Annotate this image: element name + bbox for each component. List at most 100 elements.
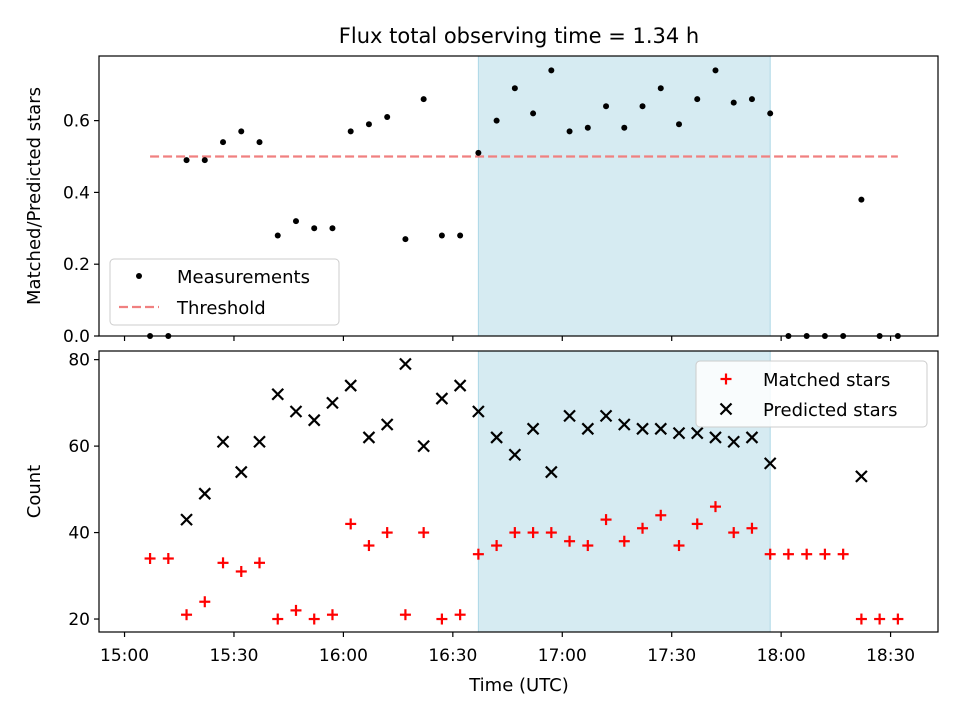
legend-predicted-label: Predicted stars xyxy=(763,400,897,421)
predicted-star-marker xyxy=(563,409,576,423)
legend-threshold-label: Threshold xyxy=(176,298,266,319)
predicted-marker-b xyxy=(234,465,248,479)
predicted-star-marker xyxy=(271,387,285,401)
measurement-point xyxy=(639,103,646,110)
chart-title: Flux total observing time = 1.34 h xyxy=(339,24,699,48)
measurement-point xyxy=(365,121,372,128)
y-tick-label: 0.4 xyxy=(63,183,90,203)
predicted-marker-b xyxy=(545,465,558,479)
matched-star-marker xyxy=(418,527,430,539)
predicted-star-marker xyxy=(545,465,558,479)
measurement-point xyxy=(511,85,518,92)
plot-frame xyxy=(98,350,939,633)
matched-star-marker xyxy=(436,613,448,625)
matched-star-marker xyxy=(181,609,193,621)
predicted-marker-b xyxy=(289,405,303,418)
predicted-star-marker xyxy=(709,431,722,444)
predicted-marker-b xyxy=(636,422,649,436)
x-tick-label: 17:30 xyxy=(647,646,696,666)
predicted-marker-b xyxy=(380,418,394,431)
measurement-point xyxy=(292,218,299,225)
measurement-point xyxy=(621,124,628,131)
measurement-point xyxy=(256,139,263,146)
predicted-star-marker xyxy=(216,435,230,449)
matched-star-marker xyxy=(326,609,338,621)
matched-star-marker xyxy=(691,518,703,530)
matched-star-marker xyxy=(874,613,886,625)
predicted-marker-b xyxy=(490,431,503,444)
measurement-point xyxy=(402,236,409,243)
predicted-star-marker xyxy=(326,396,339,410)
measurement-point xyxy=(311,225,318,232)
measurement-point xyxy=(603,103,610,110)
predicted-marker-b xyxy=(654,422,668,436)
predicted-marker-b xyxy=(745,431,759,444)
predicted-star-marker xyxy=(763,457,777,470)
predicted-star-marker xyxy=(344,379,357,392)
measurement-point xyxy=(274,232,281,239)
predicted-marker-b xyxy=(180,513,193,526)
predicted-marker-b xyxy=(563,409,576,423)
measurement-point xyxy=(493,117,500,124)
y-tick-label: 0.2 xyxy=(63,255,90,275)
plot-frame xyxy=(98,55,939,337)
predicted-star-marker xyxy=(380,418,394,431)
matched-star-marker xyxy=(235,565,247,577)
predicted-star-marker xyxy=(198,487,212,500)
matched-star-marker xyxy=(801,548,813,560)
predicted-star-marker xyxy=(472,405,485,418)
predicted-star-marker xyxy=(636,422,649,436)
matched-star-marker xyxy=(144,553,156,565)
measurement-point xyxy=(694,96,701,103)
measurement-point xyxy=(347,128,354,135)
predicted-marker-b xyxy=(727,435,740,449)
measurement-point xyxy=(584,124,591,131)
matched-star-marker xyxy=(564,535,576,547)
predicted-marker-b xyxy=(472,405,485,418)
x-tick-label: 18:30 xyxy=(866,646,915,666)
predicted-marker-b xyxy=(672,426,686,440)
predicted-star-marker xyxy=(435,392,449,405)
predicted-marker-b xyxy=(453,379,467,392)
measurement-point xyxy=(201,157,208,164)
legend-predicted-swatch-b xyxy=(719,402,733,416)
matched-star-marker xyxy=(892,613,904,625)
x-tick-label: 16:00 xyxy=(319,646,368,666)
y-tick-label: 80 xyxy=(68,351,90,371)
measurement-point xyxy=(730,99,737,106)
predicted-star-marker xyxy=(490,431,503,444)
predicted-marker-b xyxy=(508,448,522,462)
measurement-point xyxy=(712,67,719,74)
predicted-star-marker xyxy=(307,413,321,427)
measurement-point xyxy=(748,96,755,103)
y-axis-label: Matched/Predicted stars xyxy=(24,87,45,305)
y-tick-label: 0.0 xyxy=(63,327,90,347)
matched-star-marker xyxy=(673,540,685,552)
matched-star-marker xyxy=(345,518,357,530)
x-tick-label: 15:00 xyxy=(100,646,149,666)
matched-star-marker xyxy=(381,527,393,539)
predicted-marker-b xyxy=(344,379,357,392)
predicted-marker-b xyxy=(855,470,868,483)
predicted-marker-b xyxy=(362,431,376,444)
predicted-star-marker xyxy=(253,435,266,449)
legend-box xyxy=(109,258,340,326)
predicted-marker-b xyxy=(709,431,722,444)
predicted-marker-b xyxy=(581,422,595,436)
matched-star-marker xyxy=(782,548,794,560)
predicted-star-marker xyxy=(362,431,376,444)
legend-bottom: Matched stars Predicted stars xyxy=(695,360,928,428)
matched-star-marker xyxy=(217,557,229,569)
shaded-interval xyxy=(477,55,771,337)
predicted-marker-b xyxy=(399,357,412,371)
matched-star-marker xyxy=(254,557,266,569)
measurement-point xyxy=(530,110,537,117)
predicted-star-marker xyxy=(289,405,303,418)
predicted-star-marker xyxy=(654,422,668,436)
matched-star-marker xyxy=(363,540,375,552)
measurement-point xyxy=(438,232,445,239)
predicted-star-marker xyxy=(526,422,540,436)
x-tick-label: 18:00 xyxy=(757,646,806,666)
legend-matched-label: Matched stars xyxy=(763,370,890,391)
